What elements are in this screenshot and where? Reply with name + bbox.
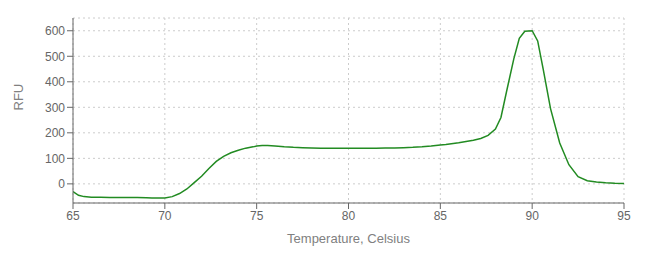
svg-text:70: 70: [158, 209, 172, 223]
svg-text:RFU: RFU: [11, 84, 26, 111]
svg-text:65: 65: [66, 209, 80, 223]
svg-text:600: 600: [45, 24, 65, 38]
svg-text:300: 300: [45, 101, 65, 115]
svg-text:75: 75: [250, 209, 264, 223]
svg-text:400: 400: [45, 75, 65, 89]
svg-text:85: 85: [434, 209, 448, 223]
svg-text:90: 90: [525, 209, 539, 223]
svg-text:95: 95: [617, 209, 631, 223]
svg-text:200: 200: [45, 126, 65, 140]
svg-text:80: 80: [342, 209, 356, 223]
svg-text:Temperature, Celsius: Temperature, Celsius: [287, 231, 410, 246]
svg-text:500: 500: [45, 50, 65, 64]
svg-text:0: 0: [58, 177, 65, 191]
svg-text:100: 100: [45, 152, 65, 166]
